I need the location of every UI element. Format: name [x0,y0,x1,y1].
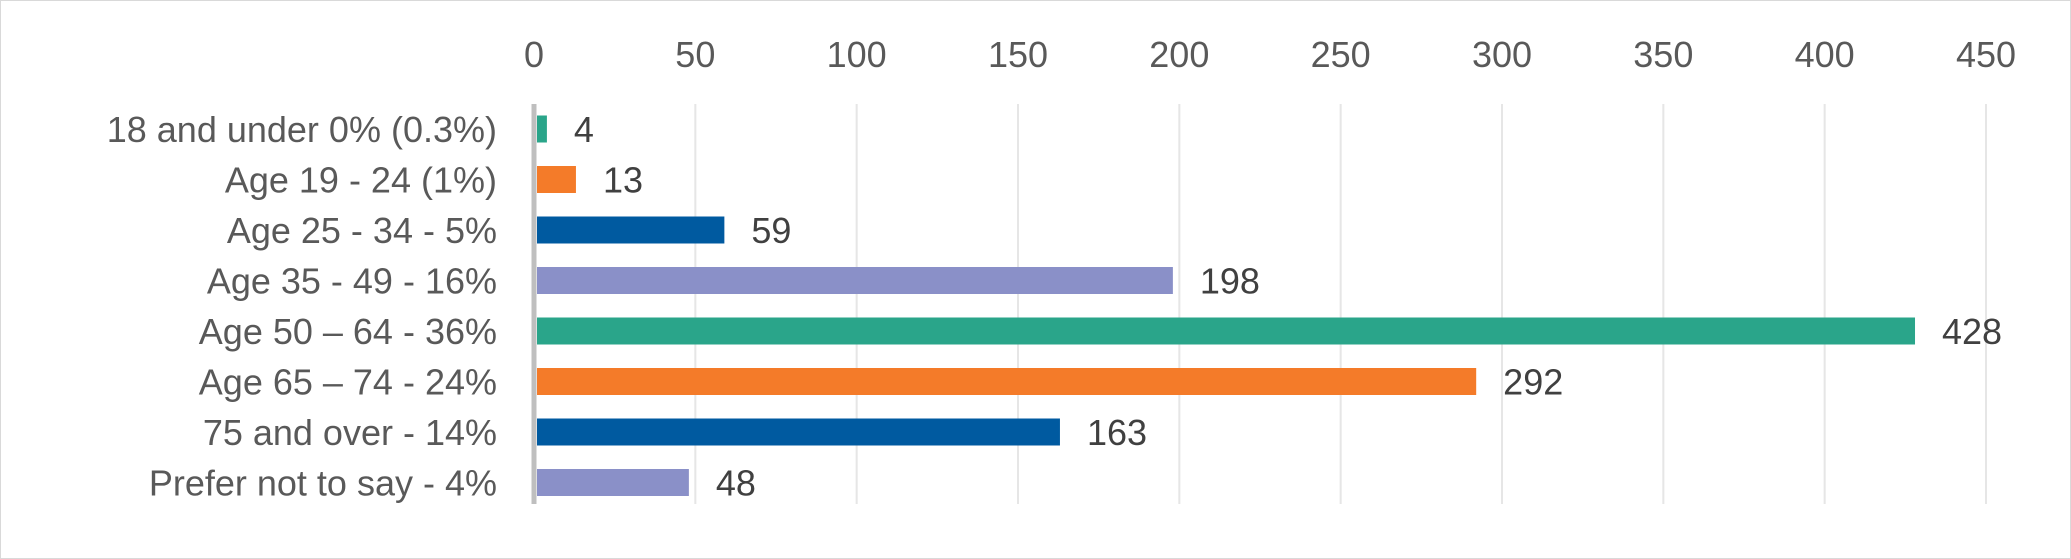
data-label: 59 [751,210,791,251]
x-tick-label: 200 [1149,34,1209,75]
data-label: 428 [1942,311,2002,352]
category-label: Age 25 - 34 - 5% [227,210,497,251]
category-label: Age 35 - 49 - 16% [207,261,497,302]
bars [537,115,1916,496]
x-tick-label: 350 [1633,34,1693,75]
category-label: Age 50 – 64 - 36% [199,311,497,352]
category-labels: 18 and under 0% (0.3%) Age 19 - 24 (1%) Ag… [107,109,497,504]
category-label: Age 19 - 24 (1%) [225,160,497,201]
x-tick-label: 450 [1956,34,2016,75]
x-tick-label: 150 [988,34,1048,75]
x-axis-tick-labels: 0 50 100 150 200 250 300 350 400 450 [524,34,2016,75]
category-label: Age 65 – 74 - 24% [199,362,497,403]
x-tick-label: 300 [1472,34,1532,75]
bar [537,368,1477,395]
bar [537,216,725,244]
category-label: 18 and under 0% (0.3%) [107,109,497,150]
x-tick-label: 50 [675,34,715,75]
bar [537,469,689,496]
data-labels: 413 59 198 428 292 163 48 [574,109,2002,504]
data-label: 163 [1087,412,1147,453]
data-label: 4 [574,109,594,150]
gridlines [694,104,1987,504]
bar [537,418,1060,446]
data-label: 48 [716,463,756,504]
category-label: 75 and over - 14% [203,412,497,453]
bar [537,267,1173,294]
x-tick-label: 400 [1795,34,1855,75]
data-label: 198 [1200,261,1260,302]
data-label: 292 [1503,362,1563,403]
category-label: Prefer not to say - 4% [149,463,497,504]
x-tick-label: 250 [1311,34,1371,75]
bar [537,166,576,193]
bar [537,115,547,143]
bar [537,317,1916,345]
x-tick-label: 100 [827,34,887,75]
data-label: 13 [603,160,643,201]
x-tick-label: 0 [524,34,544,75]
